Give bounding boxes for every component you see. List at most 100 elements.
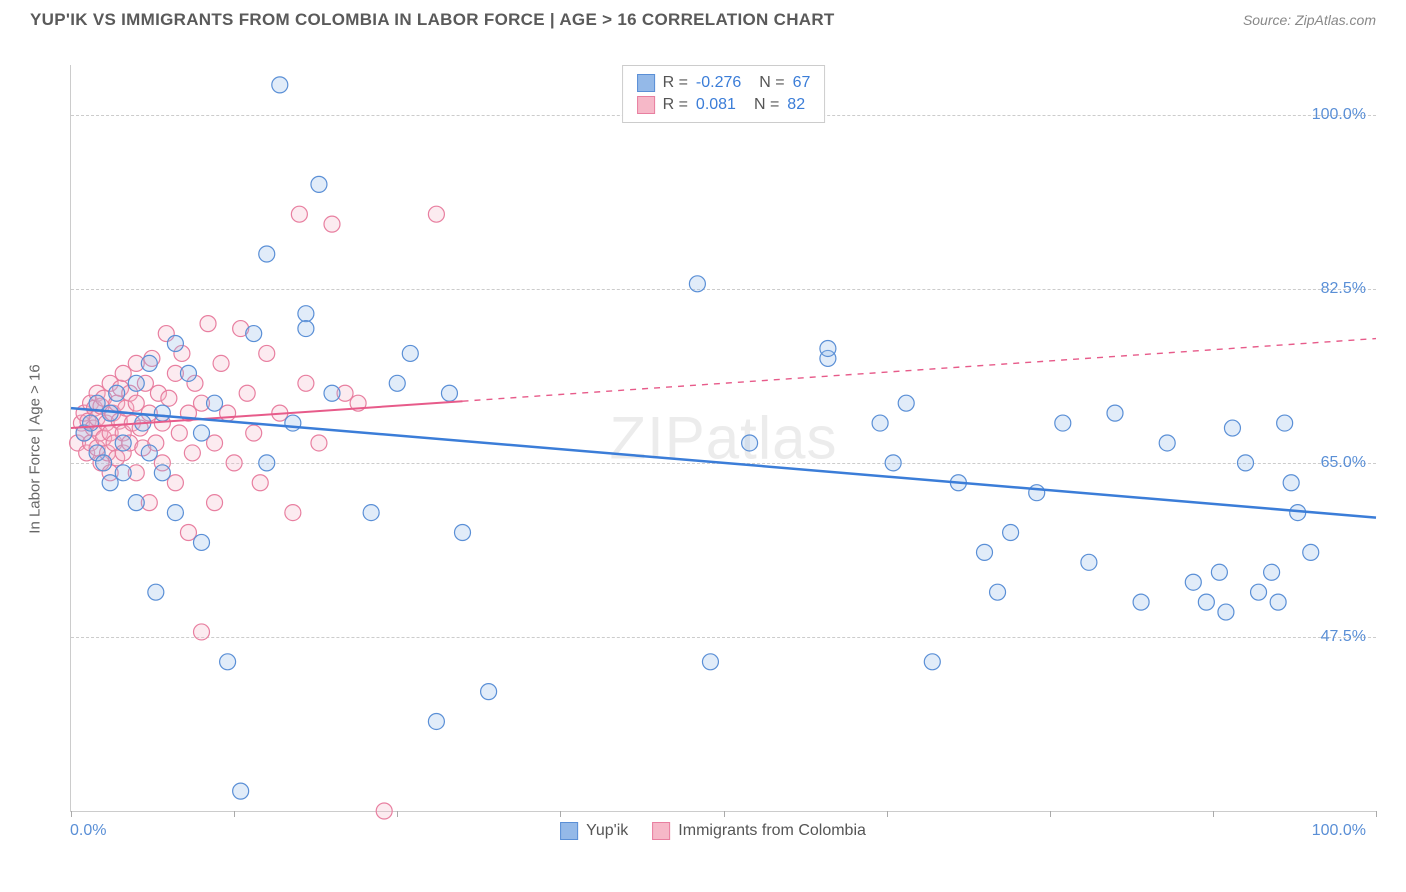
scatter-point bbox=[898, 395, 914, 411]
scatter-point bbox=[161, 390, 177, 406]
stats-legend: R = -0.276 N = 67 R = 0.081 N = 82 bbox=[622, 65, 826, 123]
scatter-point bbox=[109, 385, 125, 401]
scatter-point bbox=[1211, 564, 1227, 580]
scatter-point bbox=[220, 654, 236, 670]
scatter-point bbox=[1055, 415, 1071, 431]
scatter-point bbox=[128, 375, 144, 391]
x-tick bbox=[724, 811, 725, 817]
scatter-point bbox=[167, 505, 183, 521]
scatter-point bbox=[154, 465, 170, 481]
scatter-point bbox=[180, 524, 196, 540]
stat-n-label: N = bbox=[754, 96, 779, 114]
scatter-point bbox=[441, 385, 457, 401]
scatter-point bbox=[1283, 475, 1299, 491]
scatter-point bbox=[285, 415, 301, 431]
scatter-point bbox=[1198, 594, 1214, 610]
legend-label-yupik: Yup'ik bbox=[586, 822, 628, 840]
scatter-point bbox=[298, 306, 314, 322]
scatter-point bbox=[246, 425, 262, 441]
scatter-point bbox=[220, 405, 236, 421]
x-tick bbox=[560, 811, 561, 817]
scatter-point bbox=[1277, 415, 1293, 431]
scatter-point bbox=[689, 276, 705, 292]
scatter-point bbox=[389, 375, 405, 391]
scatter-point bbox=[376, 803, 392, 819]
x-axis-min-label: 0.0% bbox=[70, 822, 106, 840]
legend-item-yupik: Yup'ik bbox=[560, 822, 628, 840]
swatch-yupik bbox=[637, 74, 655, 92]
x-axis-max-label: 100.0% bbox=[1312, 822, 1366, 840]
scatter-point bbox=[402, 345, 418, 361]
scatter-point bbox=[872, 415, 888, 431]
scatter-point bbox=[820, 340, 836, 356]
swatch-yupik bbox=[560, 822, 578, 840]
scatter-point bbox=[233, 783, 249, 799]
source-label: Source: ZipAtlas.com bbox=[1243, 12, 1376, 28]
scatter-point bbox=[1081, 554, 1097, 570]
scatter-point bbox=[167, 475, 183, 491]
scatter-point bbox=[184, 445, 200, 461]
scatter-point bbox=[924, 654, 940, 670]
scatter-point bbox=[259, 246, 275, 262]
scatter-point bbox=[742, 435, 758, 451]
scatter-point bbox=[154, 405, 170, 421]
scatter-point bbox=[481, 684, 497, 700]
scatter-point bbox=[1185, 574, 1201, 590]
scatter-point bbox=[1264, 564, 1280, 580]
y-axis-title: In Labor Force | Age > 16 bbox=[27, 364, 44, 533]
scatter-point bbox=[1270, 594, 1286, 610]
bottom-legend: Yup'ik Immigrants from Colombia bbox=[560, 822, 866, 840]
scatter-point bbox=[1303, 544, 1319, 560]
scatter-point bbox=[141, 355, 157, 371]
scatter-point bbox=[1218, 604, 1234, 620]
scatter-point bbox=[207, 435, 223, 451]
legend-label-colombia: Immigrants from Colombia bbox=[678, 822, 866, 840]
legend-item-colombia: Immigrants from Colombia bbox=[652, 822, 866, 840]
stat-r-yupik: -0.276 bbox=[696, 74, 741, 92]
scatter-point bbox=[285, 505, 301, 521]
scatter-point bbox=[207, 395, 223, 411]
stat-r-colombia: 0.081 bbox=[696, 96, 736, 114]
stat-n-yupik: 67 bbox=[793, 74, 811, 92]
scatter-point bbox=[213, 355, 229, 371]
scatter-point bbox=[272, 77, 288, 93]
scatter-point bbox=[291, 206, 307, 222]
chart-title: YUP'IK VS IMMIGRANTS FROM COLOMBIA IN LA… bbox=[30, 10, 835, 30]
stat-n-label: N = bbox=[759, 74, 784, 92]
stat-n-colombia: 82 bbox=[787, 96, 805, 114]
scatter-point bbox=[207, 495, 223, 511]
stat-r-label: R = bbox=[663, 74, 688, 92]
scatter-point bbox=[115, 465, 131, 481]
scatter-point bbox=[885, 455, 901, 471]
scatter-svg bbox=[71, 65, 1376, 811]
scatter-point bbox=[102, 475, 118, 491]
chart-container: In Labor Force | Age > 16 ZIPatlas 47.5%… bbox=[50, 65, 1376, 832]
swatch-colombia bbox=[637, 96, 655, 114]
x-tick bbox=[887, 811, 888, 817]
scatter-point bbox=[324, 216, 340, 232]
scatter-point bbox=[141, 445, 157, 461]
scatter-point bbox=[194, 425, 210, 441]
scatter-point bbox=[702, 654, 718, 670]
scatter-point bbox=[239, 385, 255, 401]
scatter-point bbox=[324, 385, 340, 401]
scatter-point bbox=[1251, 584, 1267, 600]
scatter-point bbox=[363, 505, 379, 521]
x-tick bbox=[71, 811, 72, 817]
scatter-point bbox=[194, 624, 210, 640]
scatter-point bbox=[167, 336, 183, 352]
scatter-point bbox=[1003, 524, 1019, 540]
scatter-point bbox=[246, 326, 262, 342]
scatter-point bbox=[428, 713, 444, 729]
scatter-point bbox=[298, 321, 314, 337]
scatter-point bbox=[180, 365, 196, 381]
scatter-point bbox=[1133, 594, 1149, 610]
scatter-point bbox=[148, 584, 164, 600]
scatter-point bbox=[1029, 485, 1045, 501]
x-tick bbox=[1050, 811, 1051, 817]
x-tick bbox=[1376, 811, 1377, 817]
trend-line-dashed bbox=[463, 339, 1377, 402]
scatter-point bbox=[200, 316, 216, 332]
scatter-point bbox=[455, 524, 471, 540]
scatter-point bbox=[1224, 420, 1240, 436]
